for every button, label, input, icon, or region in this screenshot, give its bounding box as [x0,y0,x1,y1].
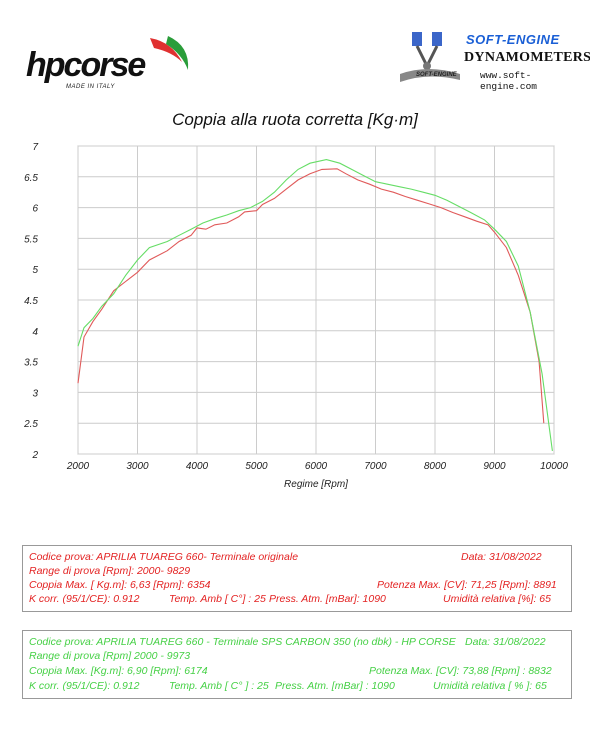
test-date: Data: 31/08/2022 [465,636,546,648]
test-info-box-sps-carbon: Codice prova: APRILIA TUAREG 660 - Termi… [22,630,572,699]
soft-engine-logo: SOFT-ENGINE SOFT-ENGINE DYNAMOMETERS www… [398,28,590,92]
chart-title: Coppia alla ruota corretta [Kg·m] [172,110,418,129]
test-code: Codice prova: APRILIA TUAREG 660 - Termi… [29,636,456,648]
piston-icon [400,32,460,82]
hpcorse-wordmark: hpcorse [26,46,146,84]
y-tick-label: 5 [32,265,38,276]
hpcorse-tagline: MADE IN ITALY [66,84,115,90]
test-humidity: Umidità relativa [ % ]: 65 [433,680,547,692]
x-tick-label: 2000 [66,461,90,472]
x-tick-label: 8000 [424,461,447,472]
torque-chart: 2 2.5 3 3.5 4 4.5 5 5.5 6 6.5 7 2000 3000 4000 5000 60… [23,142,568,490]
y-tick-label: 3.5 [24,358,38,369]
x-tick-label: 4000 [186,461,209,472]
y-tick-label: 7 [32,142,38,153]
x-tick-labels: 2000 3000 4000 5000 6000 7000 8000 9000 10000 [66,461,568,472]
test-pressure: Press. Atm. [mBar]: 1090 [269,593,386,605]
y-tick-label: 2.5 [23,419,38,430]
x-tick-label: 10000 [540,461,568,472]
x-tick-label: 5000 [245,461,268,472]
test-max-torque: Coppia Max. [ Kg.m]: 6,63 [Rpm]: 6354 [29,579,211,591]
test-humidity: Umidità relativa [%]: 65 [443,593,551,605]
x-tick-label: 3000 [126,461,149,472]
test-k-corr: K corr. (95/1/CE): 0.912 [29,593,140,605]
test-range: Range di prova [Rpm] 2000 - 9973 [29,650,191,662]
y-tick-label: 2 [31,450,38,461]
y-tick-label: 3 [32,388,38,399]
y-tick-label: 4 [32,327,38,338]
test-pressure: Press. Atm. [mBar] : 1090 [275,680,395,692]
hpcorse-logo: hpcorse MADE IN ITALY [22,30,197,100]
test-range: Range di prova [Rpm]: 2000- 9829 [29,565,191,577]
soft-engine-badge: SOFT-ENGINE [416,72,457,78]
y-tick-labels: 2 2.5 3 3.5 4 4.5 5 5.5 6 6.5 7 [23,142,38,461]
soft-engine-product: DYNAMOMETERS [464,50,590,65]
series-line-2 [77,159,553,451]
test-max-torque: Coppia Max. [Kg.m]: 6,90 [Rpm]: 6174 [29,665,208,677]
test-max-power: Potenza Max. [CV]: 73,88 [Rpm] : 8832 [369,665,552,677]
test-k-corr: K corr. (95/1/CE): 0.912 [29,680,140,692]
soft-engine-brand: SOFT-ENGINE [466,32,560,47]
y-tick-label: 5.5 [24,234,38,245]
test-temp: Temp. Amb [ C° ] : 25 [169,680,269,692]
soft-engine-url: www.soft-engine.com [480,70,538,92]
hpcorse-swoosh-icon [150,36,189,70]
test-date: Data: 31/08/2022 [461,551,542,563]
test-max-power: Potenza Max. [CV]: 71,25 [Rpm]: 8891 [377,579,557,591]
x-tick-label: 6000 [305,461,328,472]
chart-series [77,159,553,451]
chart-grid [77,145,555,455]
x-axis-label: Regime [Rpm] [284,479,348,490]
x-tick-label: 7000 [364,461,387,472]
test-info-box-original: Codice prova: APRILIA TUAREG 660- Termin… [22,545,572,612]
y-tick-label: 6 [32,204,38,215]
test-code: Codice prova: APRILIA TUAREG 660- Termin… [29,551,299,563]
y-tick-label: 4.5 [24,296,38,307]
y-tick-label: 6.5 [24,173,38,184]
x-tick-label: 9000 [483,461,506,472]
series-line-1 [77,168,545,424]
test-temp: Temp. Amb [ C°] : 25 [169,593,266,605]
